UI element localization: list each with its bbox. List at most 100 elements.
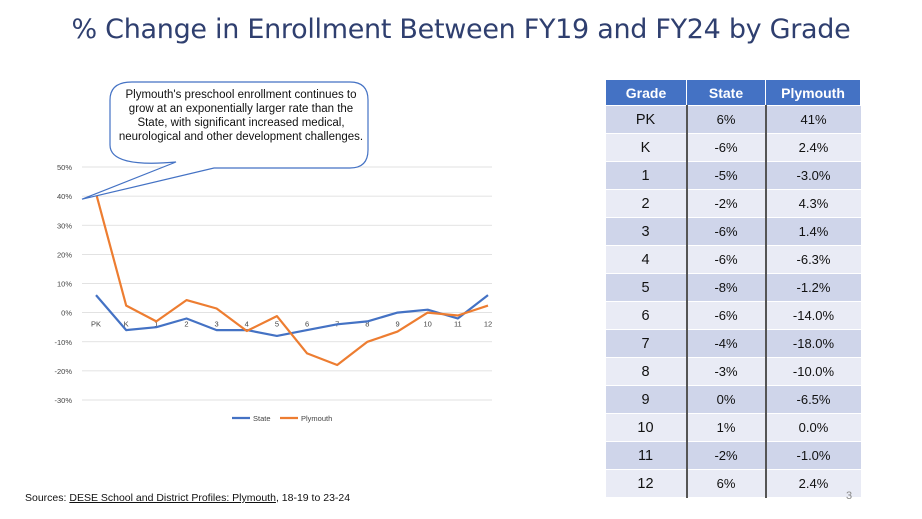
state-cell: -8% <box>686 273 767 302</box>
y-tick-label: 0% <box>61 309 72 318</box>
grade-cell: 11 <box>605 441 688 470</box>
grade-cell: PK <box>605 105 688 134</box>
state-cell: -5% <box>686 161 767 190</box>
grade-cell: 12 <box>605 469 688 498</box>
table-header-row: Grade State Plymouth <box>605 79 861 106</box>
state-cell: -2% <box>686 189 767 218</box>
source-link[interactable]: DESE School and District Profiles: Plymo… <box>69 492 276 504</box>
callout-text: Plymouth's preschool enrollment continue… <box>118 89 364 143</box>
state-cell: -6% <box>686 217 767 246</box>
x-tick-label: 1 <box>154 320 158 329</box>
table-row: 1 -5% -3.0% <box>605 161 861 190</box>
grade-cell: K <box>605 133 688 162</box>
header-plymouth: Plymouth <box>765 79 861 106</box>
table-row: 11 -2% -1.0% <box>605 441 861 470</box>
table-row: PK 6% 41% <box>605 105 861 134</box>
x-tick-label: PK <box>91 320 101 329</box>
enrollment-table: Grade State Plymouth PK 6% 41% K -6% 2.4% 1 -5%… <box>605 79 861 498</box>
slide-title: % Change in Enrollment Between FY19 and … <box>71 14 851 45</box>
plymouth-cell: 0.0% <box>765 413 861 442</box>
state-cell: 6% <box>686 105 767 134</box>
x-tick-label: 11 <box>454 320 462 329</box>
y-tick-label: -20% <box>54 367 72 376</box>
plymouth-cell: 2.4% <box>765 469 861 498</box>
x-tick-label: 3 <box>215 320 219 329</box>
table-row: 2 -2% 4.3% <box>605 189 861 218</box>
x-tick-label: 2 <box>184 320 188 329</box>
x-tick-label: 5 <box>275 320 279 329</box>
table-row: 6 -6% -14.0% <box>605 301 861 330</box>
plymouth-cell: -1.2% <box>765 273 861 302</box>
state-cell: 0% <box>686 385 767 414</box>
series-line-plymouth <box>94 192 489 367</box>
x-axis-labels: PK K 1 2 3 4 5 6 7 8 9 10 11 12 <box>91 320 492 329</box>
x-tick-label: 12 <box>484 320 492 329</box>
source-suffix: , 18-19 to 23-24 <box>275 492 351 504</box>
table-body: PK 6% 41% K -6% 2.4% 1 -5% -3.0% 2 -2% 4.3% 3 -6% 1.4%… <box>605 105 861 498</box>
state-cell: -6% <box>686 245 767 274</box>
y-tick-label: -30% <box>54 396 72 405</box>
source-note: Sources: DESE School and District Profil… <box>25 492 350 504</box>
plymouth-cell: -3.0% <box>765 161 861 190</box>
y-tick-label: -10% <box>54 338 72 347</box>
state-cell: -6% <box>686 301 767 330</box>
x-tick-label: 4 <box>245 320 249 329</box>
chart-series <box>94 192 489 367</box>
source-prefix: Sources: <box>25 492 70 504</box>
state-cell: 1% <box>686 413 767 442</box>
y-tick-label: 10% <box>57 280 72 289</box>
y-tick-label: 40% <box>57 192 72 201</box>
chart-legend: State Plymouth <box>232 414 332 423</box>
plymouth-cell: -10.0% <box>765 357 861 386</box>
grade-cell: 7 <box>605 329 688 358</box>
page-number: 3 <box>846 490 853 502</box>
grade-cell: 4 <box>605 245 688 274</box>
x-tick-label: 6 <box>305 320 309 329</box>
x-tick-label: 9 <box>395 320 399 329</box>
series-line-state <box>95 294 489 337</box>
plymouth-cell: 41% <box>765 105 861 134</box>
table-row: 10 1% 0.0% <box>605 413 861 442</box>
y-axis-labels: 50% 40% 30% 20% 10% 0% -10% -20% -30% <box>54 163 72 405</box>
x-tick-label: 10 <box>424 320 432 329</box>
header-state: State <box>686 79 766 106</box>
table-row: 4 -6% -6.3% <box>605 245 861 274</box>
grade-cell: 3 <box>605 217 688 246</box>
legend-label-plymouth: Plymouth <box>301 414 332 423</box>
grade-cell: 8 <box>605 357 688 386</box>
table-row: 9 0% -6.5% <box>605 385 861 414</box>
plymouth-cell: -14.0% <box>765 301 861 330</box>
plymouth-cell: -6.5% <box>765 385 861 414</box>
table-row: 3 -6% 1.4% <box>605 217 861 246</box>
state-cell: 6% <box>686 469 767 498</box>
grade-cell: 2 <box>605 189 688 218</box>
callout-bubble <box>81 81 369 200</box>
plymouth-cell: -6.3% <box>765 245 861 274</box>
callout-shape <box>81 81 369 200</box>
grade-cell: 10 <box>605 413 688 442</box>
state-cell: -4% <box>686 329 767 358</box>
y-tick-label: 50% <box>57 163 72 172</box>
table-row: 12 6% 2.4% <box>605 469 861 498</box>
table-row: 7 -4% -18.0% <box>605 329 861 358</box>
chart-grid <box>82 166 492 401</box>
grade-cell: 9 <box>605 385 688 414</box>
grade-cell: 5 <box>605 273 688 302</box>
y-tick-label: 20% <box>57 250 72 259</box>
x-tick-label: K <box>124 320 129 329</box>
y-tick-label: 30% <box>57 221 72 230</box>
plymouth-cell: -18.0% <box>765 329 861 358</box>
table-row: K -6% 2.4% <box>605 133 861 162</box>
plymouth-cell: 1.4% <box>765 217 861 246</box>
header-grade: Grade <box>605 79 687 106</box>
x-tick-label: 8 <box>365 320 369 329</box>
table-row: 8 -3% -10.0% <box>605 357 861 386</box>
plymouth-cell: 4.3% <box>765 189 861 218</box>
plymouth-cell: 2.4% <box>765 133 861 162</box>
plymouth-cell: -1.0% <box>765 441 861 470</box>
grade-cell: 1 <box>605 161 688 190</box>
grade-cell: 6 <box>605 301 688 330</box>
state-cell: -3% <box>686 357 767 386</box>
table-row: 5 -8% -1.2% <box>605 273 861 302</box>
